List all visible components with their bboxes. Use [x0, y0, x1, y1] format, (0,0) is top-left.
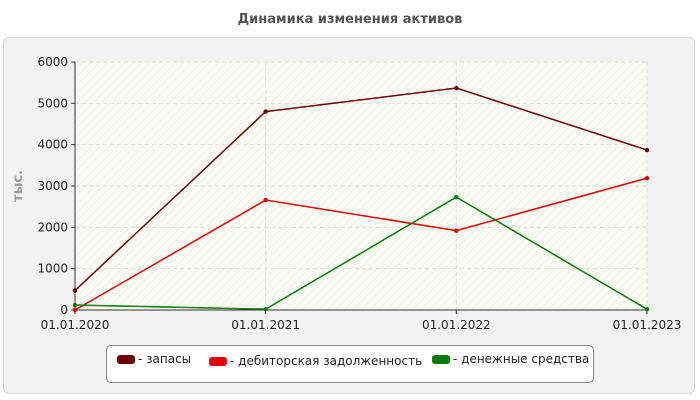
legend-swatch-debitorskaya	[209, 356, 227, 366]
y-tick-label: 5000	[37, 96, 68, 110]
series-line-0	[74, 87, 648, 292]
data-point-0[interactable]	[72, 288, 78, 293]
legend-label-denezhnye: - денежные средства	[453, 352, 590, 366]
y-tick-label: 2000	[37, 220, 68, 234]
data-point-1[interactable]	[72, 307, 78, 313]
x-tick-label: 01.01.2021	[231, 318, 300, 332]
legend-item-zapasy: - запасы	[117, 352, 191, 366]
legend-swatch-denezhnye	[432, 354, 450, 364]
data-point-1[interactable]	[454, 228, 459, 233]
data-point-1[interactable]	[263, 197, 268, 203]
data-point-1[interactable]	[644, 175, 650, 181]
legend-item-denezhnye: - денежные средства	[432, 352, 589, 366]
data-point-2[interactable]	[72, 302, 78, 308]
y-tick-label: 3000	[37, 179, 68, 193]
x-tick-label: 01.01.2020	[41, 318, 110, 332]
legend-label-zapasy: - запасы	[138, 352, 192, 366]
chart-title: Динамика изменения активов	[237, 12, 463, 27]
x-tick-label: 01.01.2023	[613, 318, 682, 332]
data-point-2[interactable]	[454, 194, 459, 200]
data-point-0[interactable]	[263, 109, 268, 114]
series-line-2	[74, 196, 648, 310]
y-tick-label: 4000	[37, 138, 68, 152]
y-tick-label: 0	[60, 303, 68, 317]
x-axis-ticks: 01.01.2020 01.01.2021 01.01.2022 01.01.2023	[41, 310, 682, 332]
series-layer	[72, 85, 650, 313]
series-line-1	[74, 177, 648, 311]
legend: - запасы - дебиторская задолженность - д…	[106, 345, 594, 383]
grid-lines	[75, 61, 648, 310]
data-point-0[interactable]	[454, 85, 459, 91]
legend-swatch-zapasy	[117, 354, 135, 364]
y-tick-label: 1000	[37, 262, 68, 276]
data-point-0[interactable]	[644, 147, 650, 153]
legend-item-debitorskaya: - дебиторская задолженность	[209, 354, 422, 368]
y-tick-label: 6000	[37, 55, 68, 69]
y-axis-label: тыс.	[11, 170, 26, 202]
y-axis-ticks: 0 1000 2000 3000 4000 5000 6000	[37, 55, 75, 317]
x-tick-label: 01.01.2022	[422, 318, 491, 332]
data-point-2[interactable]	[263, 306, 268, 312]
legend-label-debitorskaya: - дебиторская задолженность	[230, 354, 423, 368]
data-point-2[interactable]	[644, 306, 650, 312]
